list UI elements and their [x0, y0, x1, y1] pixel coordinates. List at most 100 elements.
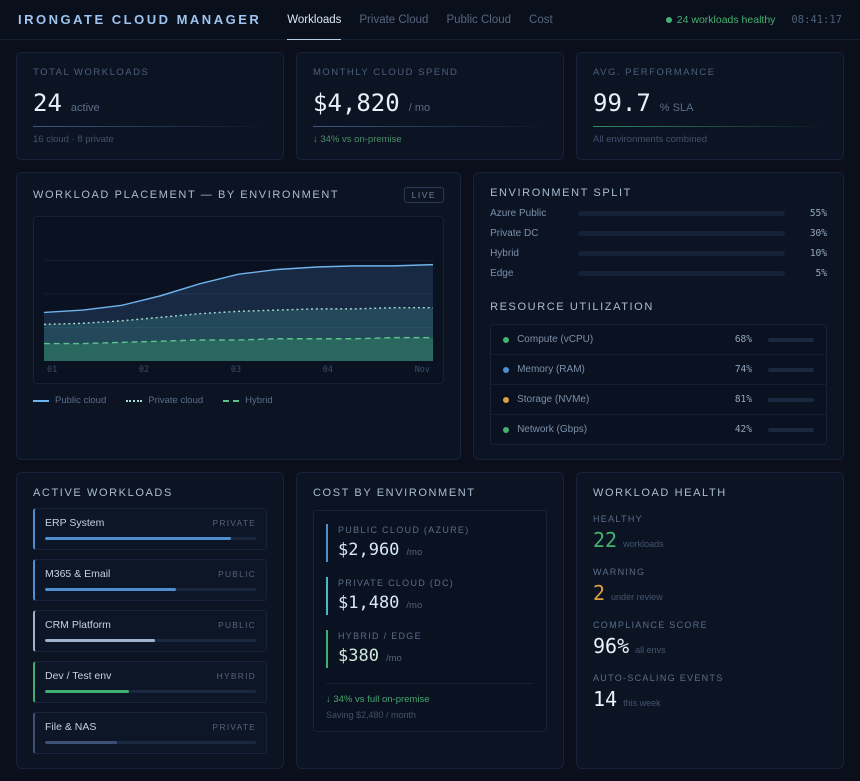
env-label: Azure Public — [490, 208, 547, 219]
chart-x-axis: 01 02 03 04 Nov — [44, 361, 433, 381]
workload-health-card: WORKLOAD HEALTH HEALTHY 22 workloads WAR… — [576, 472, 844, 769]
util-percent: 42% — [734, 424, 752, 435]
health-label: COMPLIANCE SCORE — [593, 620, 708, 630]
stats-row: TOTAL WORKLOADS 24 active 16 cloud · 8 p… — [16, 52, 844, 160]
legend-item-public: Public cloud — [33, 395, 106, 406]
workload-bar — [45, 537, 256, 540]
env-percent: 10% — [809, 248, 827, 259]
environment-split-card: ENVIRONMENT SPLIT Azure Public 55% Priva… — [473, 172, 844, 460]
util-label: Network (Gbps) — [517, 424, 588, 435]
health-label: WARNING — [593, 567, 646, 577]
cost-unit: /mo — [406, 547, 423, 558]
workload-bar — [45, 588, 256, 591]
workload-bar-fill — [45, 690, 130, 693]
health-value: 96% — [593, 634, 630, 658]
env-percent: 55% — [809, 208, 827, 219]
util-percent: 68% — [734, 334, 752, 345]
stat-card-avg-performance: AVG. PERFORMANCE 99.7 % SLA All environm… — [576, 52, 844, 160]
x-tick: Nov — [414, 365, 431, 375]
stat-note: All environments combined — [593, 134, 708, 145]
health-suffix: this week — [623, 698, 661, 708]
workload-item-crm[interactable]: CRM Platform PUBLIC — [33, 610, 267, 652]
cost-title: COST BY ENVIRONMENT — [313, 487, 476, 499]
header-right: 24 workloads healthy 08:41:17 — [665, 14, 842, 26]
status-dot-icon — [665, 16, 672, 23]
cost-label: PRIVATE CLOUD (DC) — [338, 578, 455, 588]
bottom-row: ACTIVE WORKLOADS ERP System PRIVATE M365… — [16, 472, 844, 769]
env-label: Private DC — [490, 228, 539, 239]
workload-bar-fill — [45, 588, 176, 591]
util-label: Storage (NVMe) — [517, 394, 590, 405]
legend-label: Private cloud — [148, 395, 204, 406]
workload-item-devtest[interactable]: Dev / Test env HYBRID — [33, 661, 267, 703]
nav-tab-private-cloud[interactable]: Private Cloud — [359, 13, 429, 26]
env-bar — [578, 251, 785, 256]
env-label: Hybrid — [490, 248, 519, 259]
main-nav: Workloads Private Cloud Public Cloud Cos… — [287, 0, 553, 40]
dashboard-body: TOTAL WORKLOADS 24 active 16 cloud · 8 p… — [0, 40, 860, 781]
cost-unit: /mo — [406, 600, 423, 611]
env-bar — [578, 211, 785, 216]
utilization-panel: Compute (vCPU) 68% Memory (RAM) 74% Stor… — [490, 324, 827, 445]
metric-dot-icon — [503, 336, 510, 343]
workload-name: CRM Platform — [45, 619, 111, 631]
workload-env-tag: PRIVATE — [212, 722, 256, 732]
cost-item-private: PRIVATE CLOUD (DC) $1,480 /mo — [326, 577, 534, 615]
workload-env-tag: PUBLIC — [218, 569, 256, 579]
health-suffix: all envs — [635, 645, 666, 655]
placement-chart: 01 02 03 04 Nov — [33, 216, 445, 384]
x-tick: 02 — [138, 365, 150, 375]
workload-bar — [45, 690, 256, 693]
health-item-healthy: HEALTHY 22 workloads — [593, 514, 827, 552]
env-split-row: Azure Public 55% — [490, 208, 827, 219]
stat-card-total-workloads: TOTAL WORKLOADS 24 active 16 cloud · 8 p… — [16, 52, 284, 160]
workload-placement-card: WORKLOAD PLACEMENT — BY ENVIRONMENT LIVE… — [16, 172, 462, 460]
env-split-row: Edge 5% — [490, 268, 827, 279]
health-value: 14 — [593, 687, 618, 711]
legend-line-dotted-icon — [126, 399, 143, 402]
utilization-title: RESOURCE UTILIZATION — [490, 301, 654, 313]
divider — [326, 683, 534, 684]
util-bar — [768, 367, 814, 372]
legend-line-solid-icon — [33, 399, 49, 402]
util-percent: 81% — [734, 394, 752, 405]
cost-label: PUBLIC CLOUD (AZURE) — [338, 525, 470, 535]
stat-suffix: % SLA — [659, 102, 694, 114]
stat-note: 16 cloud · 8 private — [33, 134, 114, 145]
workload-item-m365[interactable]: M365 & Email PUBLIC — [33, 559, 267, 601]
middle-row: WORKLOAD PLACEMENT — BY ENVIRONMENT LIVE… — [16, 172, 844, 460]
workload-bar-fill — [45, 639, 155, 642]
workload-env-tag: PRIVATE — [212, 518, 256, 528]
nav-tab-cost[interactable]: Cost — [529, 13, 553, 26]
env-percent: 5% — [815, 268, 827, 279]
legend-label: Public cloud — [55, 395, 107, 406]
env-percent: 30% — [809, 228, 827, 239]
x-tick: 04 — [322, 365, 334, 375]
stat-title: MONTHLY CLOUD SPEND — [313, 67, 459, 78]
x-tick: 01 — [47, 365, 58, 375]
cost-item-hybrid: HYBRID / EDGE $380 /mo — [326, 630, 534, 668]
util-label: Compute (vCPU) — [517, 334, 594, 345]
legend-item-private: Private cloud — [126, 395, 203, 406]
cost-value: $380 — [338, 646, 379, 666]
env-label: Edge — [490, 268, 514, 279]
cost-label: HYBRID / EDGE — [338, 631, 422, 641]
workload-name: Dev / Test env — [45, 670, 112, 682]
workload-name: File & NAS — [45, 721, 97, 733]
health-label: HEALTHY — [593, 514, 643, 524]
cost-item-public: PUBLIC CLOUD (AZURE) $2,960 /mo — [326, 524, 534, 562]
stat-value: 99.7 — [593, 89, 651, 117]
workload-env-tag: HYBRID — [216, 671, 256, 681]
utilization-row: Storage (NVMe) 81% — [491, 385, 826, 415]
workload-item-filenas[interactable]: File & NAS PRIVATE — [33, 712, 267, 754]
stat-value: $4,820 — [313, 89, 400, 117]
workload-bar-fill — [45, 741, 117, 744]
nav-tab-workloads[interactable]: Workloads — [287, 0, 342, 40]
health-status-badge: 24 workloads healthy — [665, 14, 775, 26]
workload-item-erp[interactable]: ERP System PRIVATE — [33, 508, 267, 550]
workload-name: ERP System — [45, 517, 105, 529]
legend-label: Hybrid — [245, 395, 273, 406]
nav-tab-public-cloud[interactable]: Public Cloud — [446, 13, 512, 26]
workload-bar — [45, 639, 256, 642]
util-bar — [768, 397, 814, 402]
